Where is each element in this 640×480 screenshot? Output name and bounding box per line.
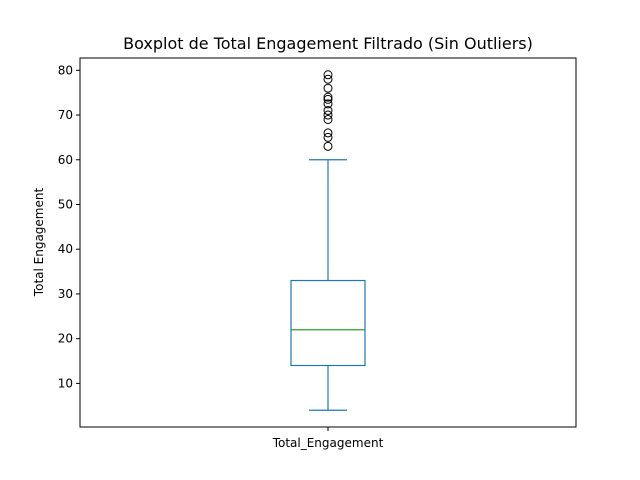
outlier-point [323, 115, 333, 124]
y-tick-label: 80 [58, 63, 73, 77]
y-tick-label: 40 [58, 242, 73, 256]
outlier-point [323, 92, 333, 102]
outlier-point [323, 110, 333, 120]
y-tick-label: 70 [58, 108, 73, 122]
outlier-point [323, 141, 333, 151]
y-tick-label: 50 [58, 197, 73, 211]
outlier-point [323, 83, 333, 93]
plot-content [290, 70, 366, 411]
outlier-point [323, 94, 333, 104]
y-tick-label: 30 [58, 287, 73, 301]
chart-title: Boxplot de Total Engagement Filtrado (Si… [123, 34, 533, 53]
box-iqr [290, 279, 366, 367]
outlier-point [323, 74, 333, 84]
outlier-point [323, 128, 333, 138]
outlier-point [323, 132, 333, 142]
y-tick-label: 20 [58, 332, 73, 346]
y-tick-label: 10 [58, 376, 73, 390]
x-axis-ticks: Total_Engagement [272, 427, 384, 450]
outlier-point [323, 70, 333, 80]
y-axis-ticks: 10 20 30 40 50 60 70 80 [58, 63, 80, 390]
outlier-point [323, 99, 333, 109]
axes-frame [79, 57, 577, 428]
outlier-point [323, 106, 333, 116]
y-axis-label: Total Engagement [32, 188, 46, 298]
y-tick-label: 60 [58, 153, 73, 167]
x-tick-label: Total_Engagement [272, 436, 384, 450]
